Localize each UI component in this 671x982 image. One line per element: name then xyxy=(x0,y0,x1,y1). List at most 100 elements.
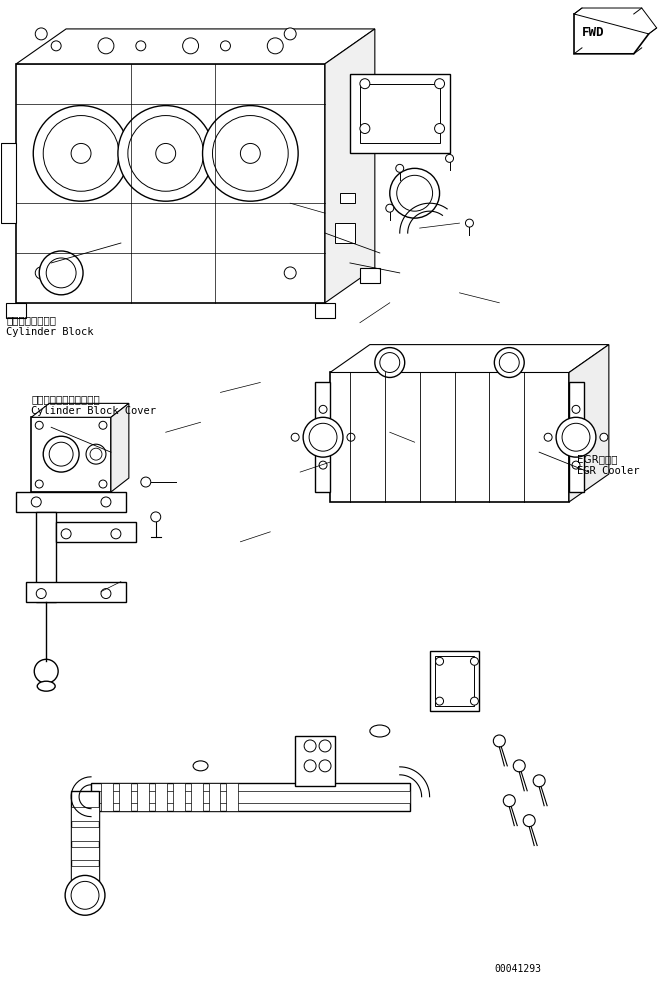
Circle shape xyxy=(544,433,552,441)
Circle shape xyxy=(495,348,524,377)
Circle shape xyxy=(304,740,316,752)
Text: EGR Cooler: EGR Cooler xyxy=(577,466,639,476)
Bar xyxy=(191,783,203,811)
Circle shape xyxy=(360,79,370,88)
Text: FWD: FWD xyxy=(582,26,605,39)
Circle shape xyxy=(285,267,296,279)
Circle shape xyxy=(435,79,445,88)
Bar xyxy=(119,783,131,811)
Circle shape xyxy=(347,433,355,441)
Bar xyxy=(26,581,126,602)
Circle shape xyxy=(375,348,405,377)
Bar xyxy=(172,783,185,811)
Circle shape xyxy=(572,462,580,469)
Circle shape xyxy=(36,421,43,429)
Circle shape xyxy=(562,423,590,451)
Polygon shape xyxy=(569,345,609,502)
Circle shape xyxy=(380,353,400,372)
Circle shape xyxy=(98,38,114,54)
Bar xyxy=(340,193,355,203)
Polygon shape xyxy=(330,345,609,372)
Bar xyxy=(315,382,330,492)
Bar xyxy=(32,417,111,492)
Circle shape xyxy=(319,462,327,469)
Circle shape xyxy=(240,143,260,163)
Bar xyxy=(71,846,99,860)
Bar xyxy=(6,302,26,318)
Circle shape xyxy=(156,143,176,163)
Circle shape xyxy=(99,480,107,488)
Bar xyxy=(71,827,99,841)
Circle shape xyxy=(71,882,99,909)
Bar xyxy=(16,492,126,512)
Bar xyxy=(101,783,113,811)
Bar xyxy=(360,268,380,283)
Ellipse shape xyxy=(370,725,390,736)
Bar xyxy=(71,866,99,881)
Circle shape xyxy=(285,27,296,40)
Circle shape xyxy=(533,775,545,787)
Circle shape xyxy=(136,41,146,51)
Text: Cylinder Block: Cylinder Block xyxy=(6,327,94,337)
Bar xyxy=(209,783,221,811)
Bar xyxy=(335,223,355,243)
Bar xyxy=(91,783,410,811)
Bar xyxy=(429,651,479,711)
Circle shape xyxy=(86,444,106,464)
Text: シリンダブロックカバー: シリンダブロックカバー xyxy=(32,395,100,405)
Circle shape xyxy=(65,875,105,915)
Circle shape xyxy=(34,106,129,201)
Circle shape xyxy=(183,38,199,54)
Circle shape xyxy=(435,697,444,705)
Bar xyxy=(435,656,474,706)
Circle shape xyxy=(118,106,213,201)
Bar xyxy=(226,783,238,811)
Circle shape xyxy=(39,251,83,295)
Circle shape xyxy=(572,406,580,413)
Bar xyxy=(569,382,584,492)
Bar xyxy=(71,806,99,821)
Ellipse shape xyxy=(37,682,55,691)
Circle shape xyxy=(267,38,283,54)
Polygon shape xyxy=(111,404,129,492)
Circle shape xyxy=(49,442,73,466)
Circle shape xyxy=(99,421,107,429)
Circle shape xyxy=(304,760,316,772)
Circle shape xyxy=(303,417,343,458)
Circle shape xyxy=(470,697,478,705)
Circle shape xyxy=(36,27,47,40)
Circle shape xyxy=(503,794,515,806)
Polygon shape xyxy=(32,404,129,417)
Circle shape xyxy=(319,740,331,752)
Circle shape xyxy=(396,164,404,172)
Text: 00041293: 00041293 xyxy=(495,964,541,974)
Circle shape xyxy=(397,176,433,211)
Ellipse shape xyxy=(193,761,208,771)
Circle shape xyxy=(46,258,76,288)
Circle shape xyxy=(43,116,119,191)
Bar xyxy=(56,521,136,542)
Circle shape xyxy=(221,41,230,51)
Circle shape xyxy=(111,529,121,539)
Polygon shape xyxy=(325,28,375,302)
Text: EGRクーラ: EGRクーラ xyxy=(577,454,617,464)
Circle shape xyxy=(319,406,327,413)
Circle shape xyxy=(141,477,151,487)
Bar xyxy=(360,83,440,143)
Text: Cylinder Block Cover: Cylinder Block Cover xyxy=(32,407,156,416)
Circle shape xyxy=(435,124,445,134)
Bar xyxy=(330,372,569,502)
Circle shape xyxy=(128,116,203,191)
Circle shape xyxy=(203,106,298,201)
Circle shape xyxy=(43,436,79,472)
Bar xyxy=(315,302,335,318)
Circle shape xyxy=(499,353,519,372)
Circle shape xyxy=(36,267,47,279)
Circle shape xyxy=(213,116,289,191)
Circle shape xyxy=(493,735,505,747)
Circle shape xyxy=(435,657,444,665)
Polygon shape xyxy=(1,143,16,223)
Circle shape xyxy=(101,588,111,599)
Bar xyxy=(36,512,56,602)
Circle shape xyxy=(36,588,46,599)
